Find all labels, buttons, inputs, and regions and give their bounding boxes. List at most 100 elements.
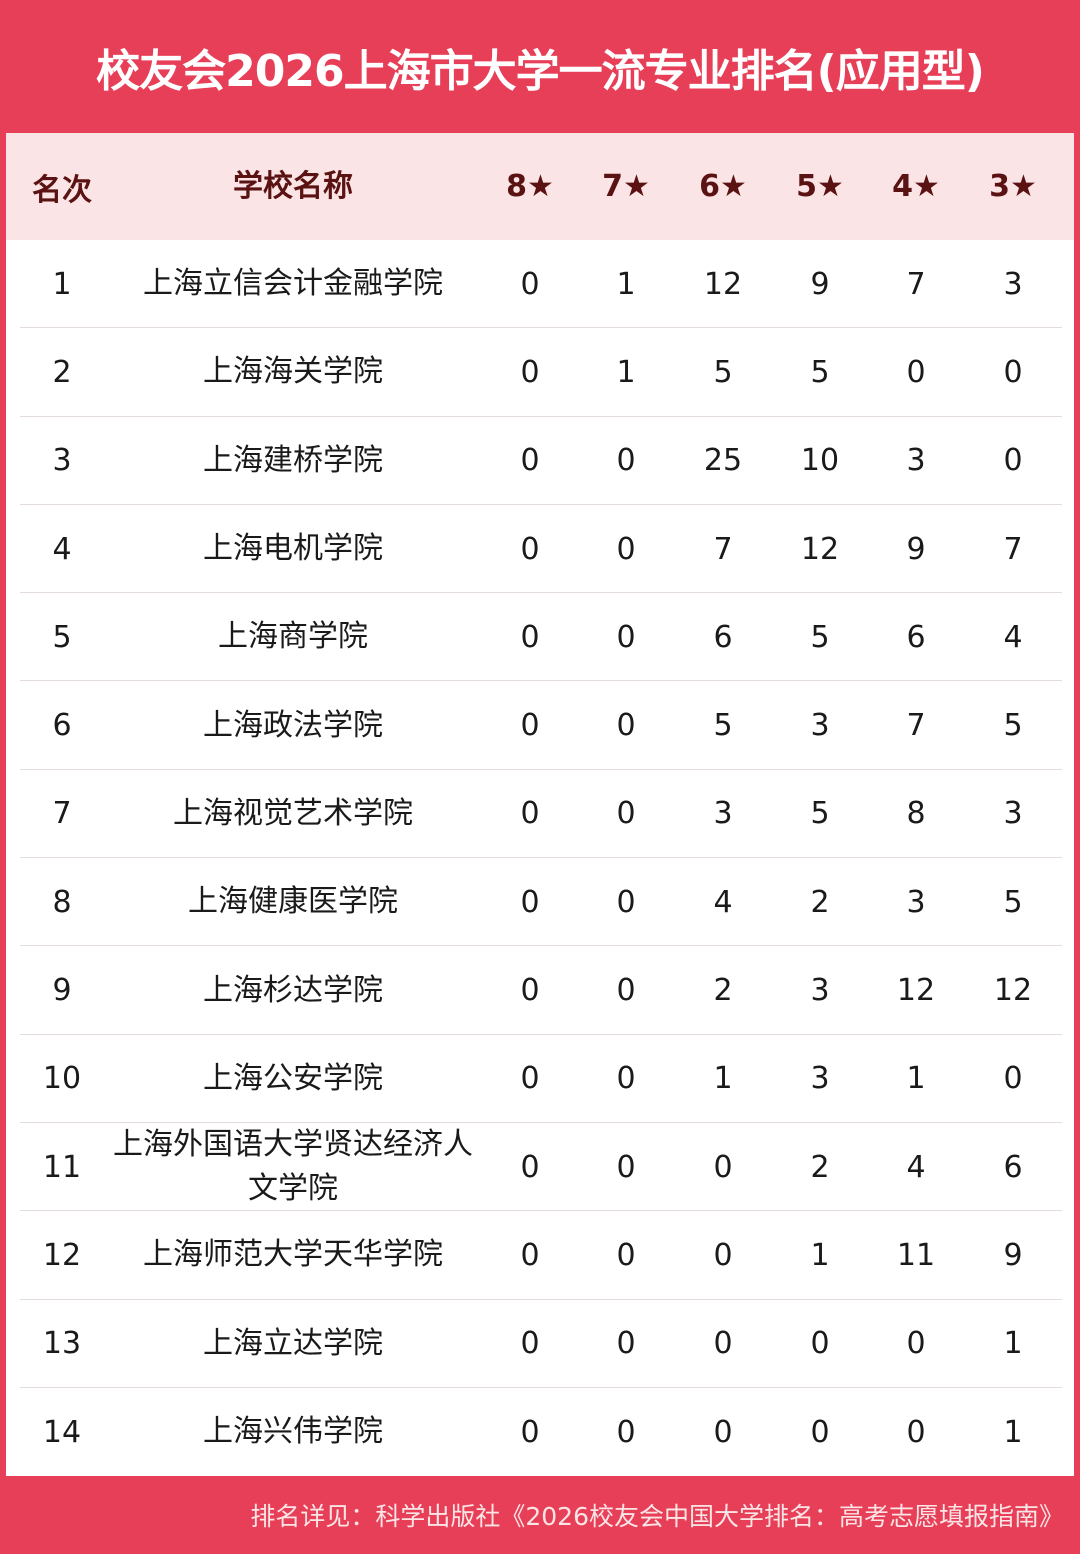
star-count-cell: 1 bbox=[616, 354, 636, 390]
star-count-cell: 0 bbox=[520, 708, 540, 744]
school-name-cell: 上海师范大学天华学院 bbox=[143, 1237, 443, 1273]
star-count-cell: 0 bbox=[616, 1326, 636, 1362]
rank-cell: 10 bbox=[42, 1061, 82, 1097]
header-school-name: 学校名称 bbox=[233, 168, 353, 204]
table-row: 7 上海视觉艺术学院 0 0 3 5 8 3 bbox=[6, 770, 1074, 859]
star-count-cell: 7 bbox=[906, 708, 926, 744]
star-count-cell: 2 bbox=[713, 973, 733, 1009]
star-count-cell: 12 bbox=[800, 531, 840, 567]
star-count-cell: 0 bbox=[1003, 354, 1023, 390]
star-count-cell: 25 bbox=[703, 443, 743, 479]
star-count-cell: 0 bbox=[520, 619, 540, 655]
star-count-cell: 11 bbox=[896, 1237, 936, 1273]
star-count-cell: 0 bbox=[616, 884, 636, 920]
star-count-cell: 0 bbox=[906, 354, 926, 390]
school-name-cell: 上海政法学院 bbox=[203, 707, 383, 743]
star-count-cell: 0 bbox=[810, 1326, 830, 1362]
ranking-table: 名次 学校名称 8★ 7★ 6★ 5★ 4★ 3★ 1 上海立信会计金融学院 0 1 12 9 7 3 2 上海… bbox=[6, 133, 1074, 1476]
star-count-cell: 7 bbox=[713, 531, 733, 567]
star-count-cell: 4 bbox=[1003, 619, 1023, 655]
rank-cell: 3 bbox=[52, 443, 72, 479]
rank-cell: 5 bbox=[52, 619, 72, 655]
school-name-cell: 上海海关学院 bbox=[203, 354, 383, 390]
school-name-cell: 上海立达学院 bbox=[203, 1325, 383, 1361]
star-count-cell: 0 bbox=[616, 531, 636, 567]
star-count-cell: 0 bbox=[520, 1414, 540, 1450]
star-count-cell: 5 bbox=[810, 619, 830, 655]
star-count-cell: 0 bbox=[520, 443, 540, 479]
school-name-cell: 上海立信会计金融学院 bbox=[143, 266, 443, 302]
star-count-cell: 0 bbox=[713, 1326, 733, 1362]
school-name-cell: 上海商学院 bbox=[218, 619, 368, 655]
rank-cell: 11 bbox=[42, 1149, 82, 1185]
star-count-cell: 0 bbox=[616, 1414, 636, 1450]
table-row: 6 上海政法学院 0 0 5 3 7 5 bbox=[6, 681, 1074, 771]
star-count-cell: 5 bbox=[1003, 708, 1023, 744]
header-6-star: 6★ bbox=[699, 169, 747, 204]
school-name-cell: 上海建桥学院 bbox=[203, 442, 383, 478]
table-row: 4 上海电机学院 0 0 7 12 9 7 bbox=[6, 505, 1074, 594]
rank-cell: 9 bbox=[52, 973, 72, 1009]
star-count-cell: 12 bbox=[896, 973, 936, 1009]
source-note: 排名详见：科学出版社《2026校友会中国大学排名：高考志愿填报指南》 bbox=[250, 1502, 1064, 1531]
star-count-cell: 0 bbox=[520, 1326, 540, 1362]
star-count-cell: 0 bbox=[906, 1326, 926, 1362]
star-count-cell: 6 bbox=[906, 619, 926, 655]
rank-cell: 4 bbox=[52, 531, 72, 567]
star-count-cell: 3 bbox=[810, 973, 830, 1009]
star-count-cell: 0 bbox=[520, 973, 540, 1009]
table-row: 3 上海建桥学院 0 0 25 10 3 0 bbox=[6, 417, 1074, 506]
star-count-cell: 5 bbox=[1003, 884, 1023, 920]
star-count-cell: 12 bbox=[993, 973, 1033, 1009]
star-count-cell: 2 bbox=[810, 884, 830, 920]
star-count-cell: 3 bbox=[906, 443, 926, 479]
star-count-cell: 1 bbox=[810, 1237, 830, 1273]
star-count-cell: 12 bbox=[703, 266, 743, 302]
header-4-star: 4★ bbox=[892, 169, 940, 204]
rank-cell: 14 bbox=[42, 1414, 82, 1450]
star-count-cell: 0 bbox=[520, 796, 540, 832]
star-count-cell: 5 bbox=[713, 708, 733, 744]
school-name-cell: 上海视觉艺术学院 bbox=[173, 795, 413, 831]
star-count-cell: 0 bbox=[520, 266, 540, 302]
table-row: 14 上海兴伟学院 0 0 0 0 0 1 bbox=[6, 1388, 1074, 1476]
table-row: 2 上海海关学院 0 1 5 5 0 0 bbox=[6, 328, 1074, 417]
star-count-cell: 7 bbox=[906, 266, 926, 302]
star-count-cell: 1 bbox=[713, 1061, 733, 1097]
star-count-cell: 7 bbox=[1003, 531, 1023, 567]
star-count-cell: 6 bbox=[713, 619, 733, 655]
table-row: 11 上海外国语大学贤达经济人文学院 0 0 0 2 4 6 bbox=[6, 1123, 1074, 1212]
star-count-cell: 0 bbox=[616, 443, 636, 479]
star-count-cell: 1 bbox=[906, 1061, 926, 1097]
header-5-star: 5★ bbox=[796, 169, 844, 204]
star-count-cell: 0 bbox=[1003, 443, 1023, 479]
table-row: 1 上海立信会计金融学院 0 1 12 9 7 3 bbox=[6, 240, 1074, 329]
star-count-cell: 4 bbox=[713, 884, 733, 920]
star-count-cell: 9 bbox=[1003, 1237, 1023, 1273]
star-count-cell: 2 bbox=[810, 1149, 830, 1185]
star-count-cell: 5 bbox=[810, 354, 830, 390]
star-count-cell: 10 bbox=[800, 443, 840, 479]
table-body: 1 上海立信会计金融学院 0 1 12 9 7 3 2 上海海关学院 0 1 5 5 0 0 3 上海建桥学院 0 0… bbox=[6, 240, 1074, 1476]
star-count-cell: 0 bbox=[616, 1061, 636, 1097]
star-count-cell: 5 bbox=[810, 796, 830, 832]
star-count-cell: 3 bbox=[906, 884, 926, 920]
rank-cell: 13 bbox=[42, 1326, 82, 1362]
star-count-cell: 9 bbox=[906, 531, 926, 567]
star-count-cell: 3 bbox=[1003, 266, 1023, 302]
star-count-cell: 3 bbox=[713, 796, 733, 832]
star-count-cell: 8 bbox=[906, 796, 926, 832]
rank-cell: 12 bbox=[42, 1237, 82, 1273]
rank-cell: 8 bbox=[52, 884, 72, 920]
star-count-cell: 0 bbox=[1003, 1061, 1023, 1097]
star-count-cell: 3 bbox=[810, 708, 830, 744]
star-count-cell: 0 bbox=[713, 1414, 733, 1450]
star-count-cell: 0 bbox=[616, 1237, 636, 1273]
page-title: 校友会2026上海市大学一流专业排名(应用型) bbox=[96, 45, 985, 97]
school-name-cell: 上海电机学院 bbox=[203, 531, 383, 567]
star-count-cell: 0 bbox=[520, 531, 540, 567]
table-row: 5 上海商学院 0 0 6 5 6 4 bbox=[6, 593, 1074, 682]
table-row: 8 上海健康医学院 0 0 4 2 3 5 bbox=[6, 858, 1074, 947]
table-row: 9 上海杉达学院 0 0 2 3 12 12 bbox=[6, 946, 1074, 1035]
star-count-cell: 0 bbox=[906, 1414, 926, 1450]
